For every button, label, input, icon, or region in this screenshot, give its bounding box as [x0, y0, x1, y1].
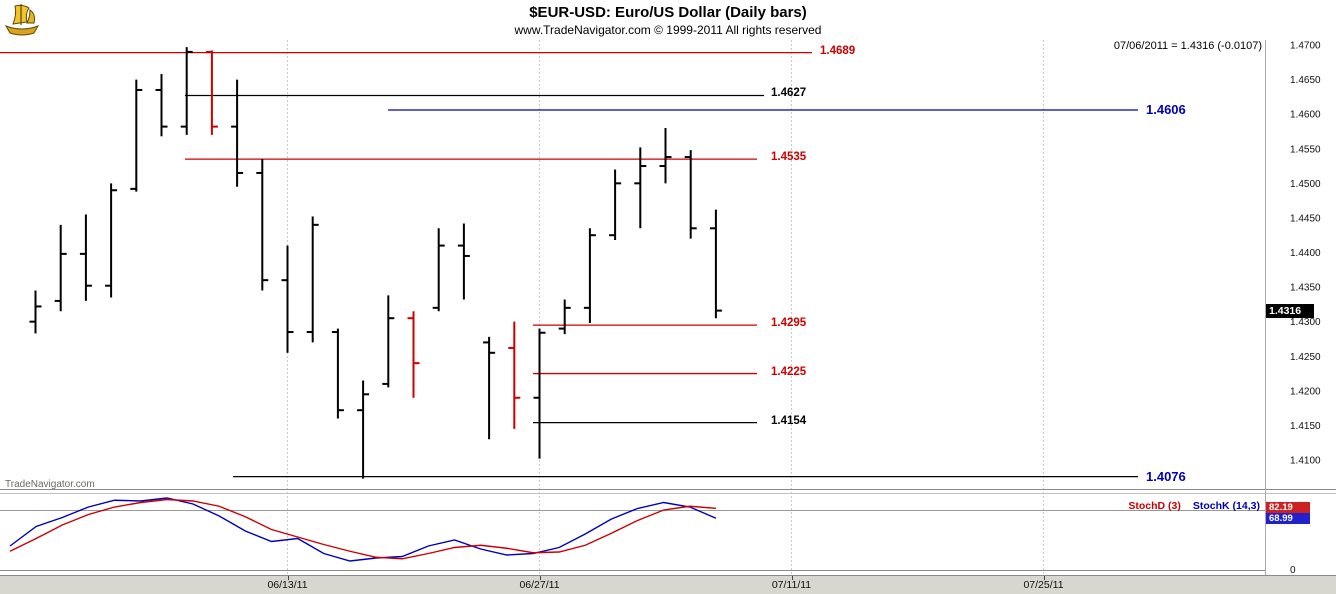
x-axis-tick — [1043, 576, 1045, 580]
chart-title: $EUR-USD: Euro/US Dollar (Daily bars) — [529, 4, 807, 21]
stoch-legend: StochD (3) StochK (14,3) — [1128, 500, 1260, 512]
last-price-badge: 1.4316 — [1266, 303, 1314, 318]
tradenavigator-logo-icon — [3, 2, 43, 38]
svg-text:1.4100: 1.4100 — [1290, 456, 1321, 467]
svg-text:1.4200: 1.4200 — [1290, 386, 1321, 397]
last-quote-readout: 07/06/2011 = 1.4316 (-0.0107) — [1113, 40, 1262, 52]
stochd-legend-label: StochD (3) — [1128, 500, 1181, 512]
x-axis-tick — [287, 576, 289, 580]
svg-text:1.4650: 1.4650 — [1290, 75, 1321, 86]
x-axis-date-label: 06/27/11 — [519, 579, 560, 591]
price-level-label: 1.4627 — [771, 87, 807, 100]
watermark: TradeNavigator.com — [5, 479, 95, 490]
price-level-label: 1.4606 — [1146, 102, 1186, 118]
copyright-line: www.TradeNavigator.com © 1999-2011 All r… — [514, 23, 822, 37]
svg-text:1.4600: 1.4600 — [1290, 110, 1321, 121]
svg-text:1.4250: 1.4250 — [1290, 352, 1321, 363]
svg-text:1.4400: 1.4400 — [1290, 248, 1321, 259]
stochk-value-badge: 68.99 — [1266, 513, 1310, 525]
x-axis-tick — [539, 576, 541, 580]
price-level-label: 1.4689 — [820, 44, 856, 57]
svg-text:1.4450: 1.4450 — [1290, 213, 1321, 224]
price-level-label: 1.4535 — [771, 151, 807, 164]
svg-text:1.4700: 1.4700 — [1290, 41, 1321, 52]
price-level-label: 1.4154 — [771, 414, 807, 427]
svg-text:1.4500: 1.4500 — [1290, 179, 1321, 190]
svg-text:1.4150: 1.4150 — [1290, 421, 1321, 432]
svg-text:1.4350: 1.4350 — [1290, 283, 1321, 294]
x-axis-date-label: 06/13/11 — [267, 579, 308, 591]
svg-text:1.4550: 1.4550 — [1290, 144, 1321, 155]
svg-text:0: 0 — [1290, 565, 1296, 576]
price-level-label: 1.4295 — [771, 317, 807, 330]
svg-text:1.4300: 1.4300 — [1290, 317, 1321, 328]
price-level-label: 1.4225 — [771, 365, 807, 378]
stochk-legend-label: StochK (14,3) — [1192, 500, 1260, 512]
x-axis-tick — [791, 576, 793, 580]
date-axis: 06/13/11 06/27/11 07/11/11 07/25/11 — [0, 575, 1336, 594]
x-axis-date-label: 07/25/11 — [1023, 579, 1064, 591]
price-level-label: 1.4076 — [1146, 468, 1186, 484]
stochd-value-badge: 82.19 — [1266, 502, 1310, 514]
x-axis-date-label: 07/11/11 — [771, 579, 812, 591]
